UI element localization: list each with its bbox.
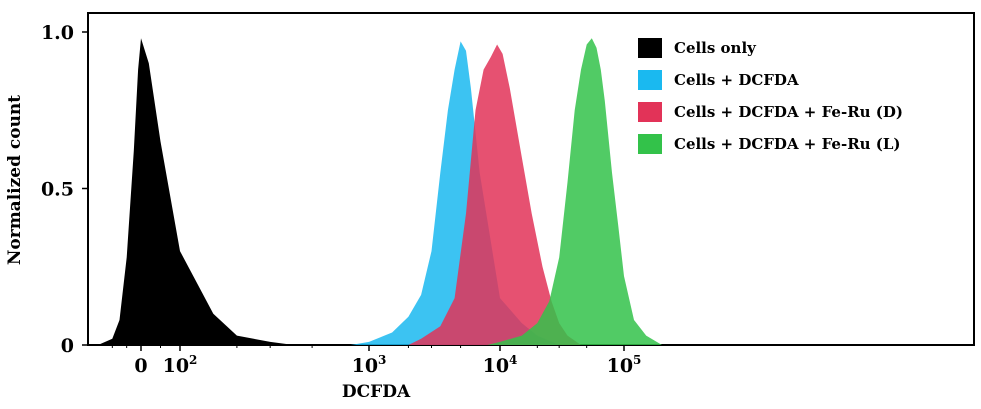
legend-label: Cells + DCFDA + Fe-Ru (L) bbox=[674, 135, 901, 153]
x-tick-label: 105 bbox=[607, 353, 642, 377]
series-areas bbox=[98, 38, 662, 346]
y-tick-label: 0 bbox=[61, 335, 74, 357]
y-tick-label: 1.0 bbox=[41, 22, 74, 44]
legend-label: Cells only bbox=[674, 39, 757, 57]
legend-swatch bbox=[638, 70, 662, 90]
legend-label: Cells + DCFDA + Fe-Ru (D) bbox=[674, 103, 903, 121]
y-axis-title: Normalized count bbox=[5, 95, 25, 265]
legend-label: Cells + DCFDA bbox=[674, 71, 799, 89]
x-tick-label: 0 bbox=[134, 355, 147, 377]
series-area-1 bbox=[98, 38, 294, 346]
legend-swatch bbox=[638, 134, 662, 154]
y-axis-ticks: 1.0 0.5 0 bbox=[41, 22, 88, 357]
x-axis-ticks: 0 102 103 104 105 bbox=[111, 345, 642, 377]
series-area-2 bbox=[350, 41, 560, 346]
legend: Cells only Cells + DCFDA Cells + DCFDA + F… bbox=[638, 38, 903, 154]
legend-swatch bbox=[638, 102, 662, 122]
series-area-3 bbox=[408, 44, 581, 345]
legend-swatch bbox=[638, 38, 662, 58]
series-area-4 bbox=[487, 38, 662, 346]
x-tick-label: 103 bbox=[352, 353, 387, 377]
x-tick-label: 102 bbox=[163, 353, 198, 377]
y-tick-label: 0.5 bbox=[41, 179, 74, 201]
x-tick-label: 104 bbox=[483, 353, 518, 377]
x-axis-title: DCFDA bbox=[342, 382, 411, 402]
